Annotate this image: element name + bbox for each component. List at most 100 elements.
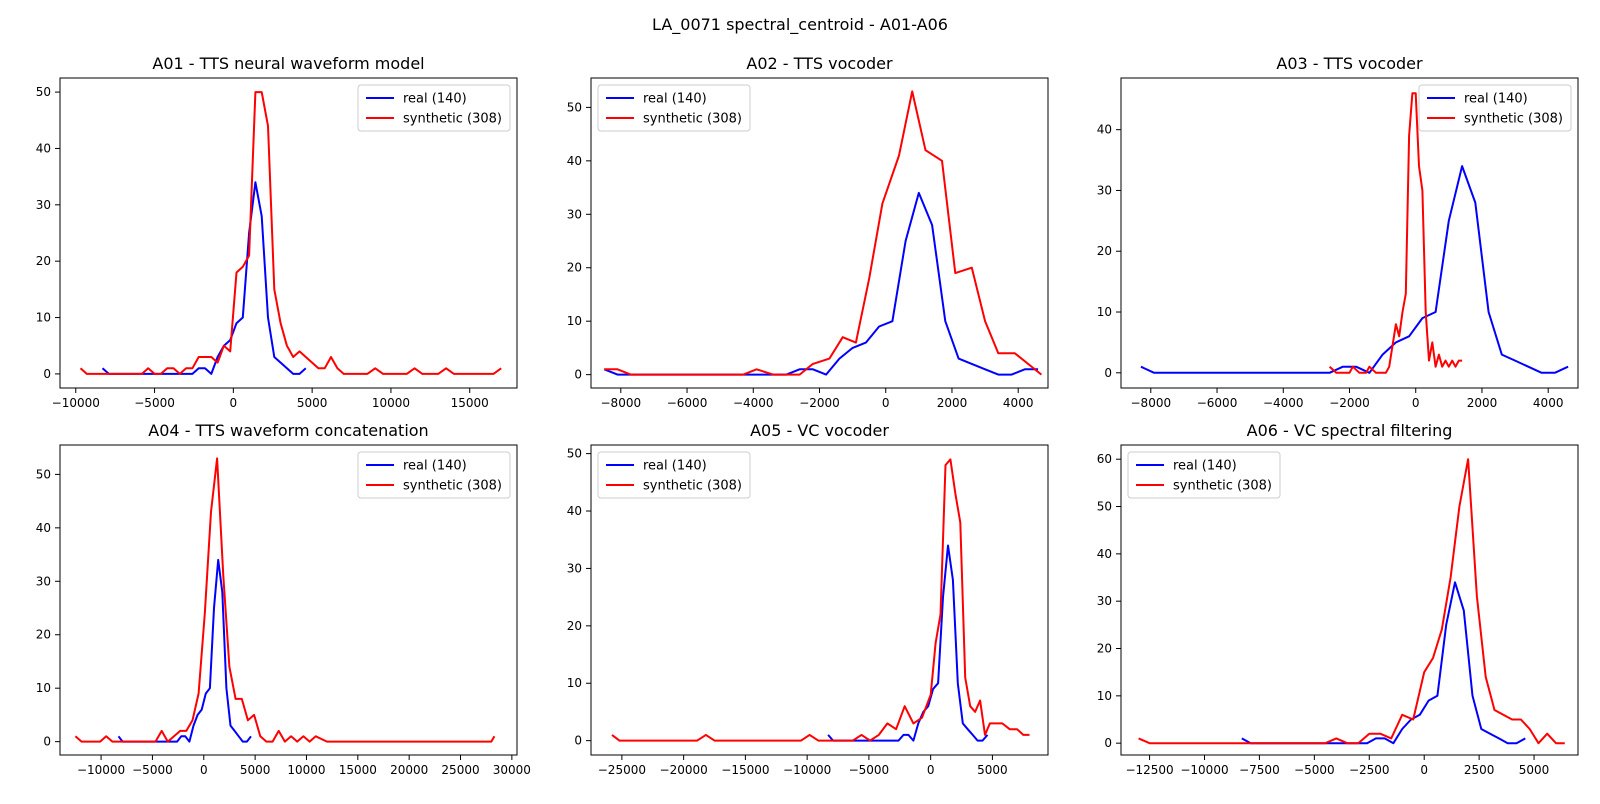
legend: real (140) synthetic (308) (597, 84, 751, 132)
x-tick-label: −6000 (1197, 396, 1238, 410)
legend-label: synthetic (308) (1173, 479, 1272, 494)
x-tick-label: 2000 (1467, 396, 1498, 410)
y-tick-label: 0 (574, 734, 582, 748)
plot-frame (590, 444, 1049, 756)
x-tick-label: −25000 (598, 763, 646, 777)
x-tick-label: 2000 (937, 396, 968, 410)
x-tick-label: 15000 (339, 763, 377, 777)
x-tick-label: −5000 (134, 396, 175, 410)
y-tick-label: 30 (1097, 594, 1112, 608)
subplot-title: A05 - VC vocoder (750, 421, 889, 440)
plot-frame (59, 444, 518, 756)
x-tick-label: −10000 (77, 763, 125, 777)
x-tick-label: 5000 (1519, 763, 1550, 777)
subplot-3: A03 - TTS vocoder −8000 −6000 −4000 −2000 0 20… (1097, 54, 1579, 410)
y-tick-label: 50 (567, 447, 582, 461)
legend-label: synthetic (308) (1464, 112, 1563, 127)
legend-box (357, 84, 511, 132)
y-tick-label: 50 (36, 467, 51, 481)
subplot-title: A02 - TTS vocoder (746, 54, 893, 73)
x-tick-label: 4000 (1533, 396, 1564, 410)
x-tick-label: −20000 (660, 763, 708, 777)
y-tick-label: 40 (567, 154, 582, 168)
legend-box (1418, 84, 1572, 132)
y-tick-label: 40 (567, 504, 582, 518)
subplot-6: A06 - VC spectral filtering−12500 −10000−… (1097, 421, 1579, 777)
y-tick-label: 0 (43, 367, 51, 381)
legend-label: real (140) (403, 459, 467, 474)
legend-box (1127, 451, 1281, 499)
series-line-real (1241, 581, 1526, 745)
y-tick-label: 20 (567, 261, 582, 275)
subplot-title: A01 - TTS neural waveform model (152, 54, 424, 73)
x-tick-label: 0 (882, 396, 890, 410)
y-tick-label: 30 (36, 574, 51, 588)
x-tick-label: 15000 (451, 396, 489, 410)
x-tick-label: −5000 (849, 763, 890, 777)
x-tick-label: −2000 (1329, 396, 1370, 410)
x-tick-label: −10000 (783, 763, 831, 777)
y-tick-label: 40 (36, 141, 51, 155)
y-tick-label: 40 (36, 521, 51, 535)
y-tick-label: 30 (1097, 183, 1112, 197)
x-tick-label: −2000 (799, 396, 840, 410)
legend-label: real (140) (1173, 459, 1237, 474)
legend: real (140) synthetic (308) (357, 84, 511, 132)
x-tick-label: 0 (1412, 396, 1420, 410)
series-line-real (117, 558, 252, 743)
legend-label: synthetic (308) (403, 479, 502, 494)
subplot-5: A05 - VC vocoder −25000 −20000 −15000 −10000… (567, 421, 1049, 777)
subplot-title: A04 - TTS waveform concatenation (148, 421, 428, 440)
legend-label: real (140) (643, 92, 707, 107)
legend-box (597, 84, 751, 132)
x-tick-label: 5000 (977, 763, 1008, 777)
plot-frame (1120, 77, 1579, 389)
x-tick-label: 2500 (1464, 763, 1495, 777)
x-tick-label: 25000 (441, 763, 479, 777)
series-line-real (101, 181, 307, 375)
legend: real (140) synthetic (308) (1127, 451, 1281, 499)
x-tick-label: −10000 (1180, 763, 1228, 777)
legend-label: real (140) (403, 92, 467, 107)
y-tick-label: 10 (1097, 305, 1112, 319)
subplot-1: A01 - TTS neural waveform model −10000 −50… (36, 54, 518, 410)
series-line-synthetic (74, 457, 496, 743)
legend-label: real (140) (1464, 92, 1528, 107)
y-tick-label: 50 (36, 85, 51, 99)
y-tick-label: 30 (567, 207, 582, 221)
x-tick-label: 5000 (240, 763, 271, 777)
x-tick-label: −5000 (1294, 763, 1335, 777)
y-tick-label: 40 (1097, 123, 1112, 137)
y-tick-label: 10 (567, 314, 582, 328)
x-tick-label: 10000 (287, 763, 325, 777)
y-tick-label: 60 (1097, 452, 1112, 466)
y-tick-label: 20 (1097, 244, 1112, 258)
y-tick-label: 10 (36, 681, 51, 695)
x-tick-label: −10000 (52, 396, 100, 410)
series-line-synthetic (604, 90, 1043, 376)
y-tick-label: 40 (1097, 547, 1112, 561)
y-tick-label: 0 (1104, 736, 1112, 750)
plot-frame (59, 77, 518, 389)
x-tick-label: −7500 (1239, 763, 1280, 777)
x-tick-label: 0 (927, 763, 935, 777)
x-tick-label: 0 (200, 763, 208, 777)
x-tick-label: −4000 (1263, 396, 1304, 410)
series-line-synthetic (1138, 458, 1565, 745)
series-line-synthetic (1328, 92, 1463, 374)
x-tick-label: 10000 (372, 396, 410, 410)
x-tick-label: −8000 (601, 396, 642, 410)
legend: real (140) synthetic (308) (597, 451, 751, 499)
plot-frame (590, 77, 1049, 389)
y-tick-label: 0 (43, 735, 51, 749)
subplot-title: A03 - TTS vocoder (1276, 54, 1423, 73)
legend-box (597, 451, 751, 499)
series-line-synthetic (611, 458, 1030, 742)
y-tick-label: 0 (1104, 366, 1112, 380)
x-tick-label: −12500 (1125, 763, 1173, 777)
y-tick-label: 20 (567, 619, 582, 633)
figure-title: LA_0071 spectral_centroid - A01-A06 (652, 15, 948, 35)
y-tick-label: 50 (1097, 500, 1112, 514)
x-tick-label: 0 (1420, 763, 1428, 777)
